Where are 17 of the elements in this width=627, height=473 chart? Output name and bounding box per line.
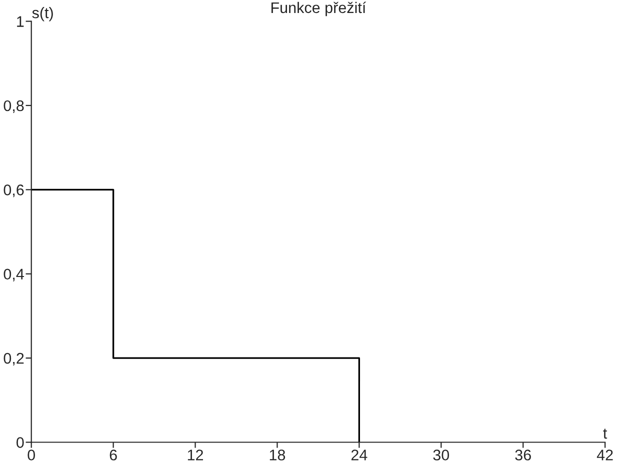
x-tick-label: 24 [351,450,368,460]
y-tick-label: 0,8 [4,100,24,113]
x-axis-title: t [603,428,608,439]
x-tick-label: 6 [110,450,117,460]
y-tick-label: 1 [17,16,24,27]
x-tick-label: 36 [515,450,531,460]
x-tick-label: 30 [433,450,450,460]
x-tick-label: 12 [188,450,203,460]
x-tick-label: 18 [270,450,286,460]
x-tick-label: 42 [596,450,613,460]
y-tick-label: 0,6 [4,184,24,198]
y-tick-label: 0,2 [4,352,24,366]
y-tick-label: 0 [16,437,24,448]
y-tick-label: 0,4 [4,268,24,282]
x-tick-label: 0 [28,450,35,460]
y-axis-title: s(t) [32,7,53,22]
chart-title: Funkce přežití [271,2,366,16]
